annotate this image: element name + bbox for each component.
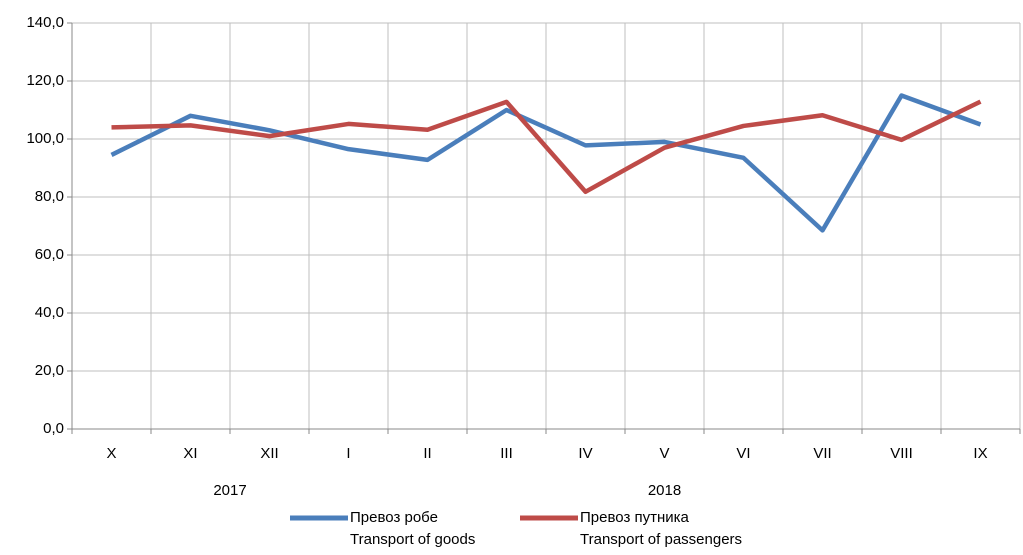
x-tick-label: IX — [973, 445, 987, 462]
x-tick-label: XI — [183, 445, 197, 462]
x-tick-label: VIII — [890, 445, 913, 462]
x-tick-label: III — [500, 445, 513, 462]
x-tick-label: X — [106, 445, 116, 462]
y-tick-label: 60,0 — [35, 246, 64, 263]
y-tick-label: 140,0 — [26, 14, 64, 31]
legend-label: Превоз путника — [580, 509, 690, 526]
y-tick-label: 20,0 — [35, 362, 64, 379]
x-tick-label: XII — [260, 445, 278, 462]
y-tick-label: 80,0 — [35, 188, 64, 205]
year-label: 2018 — [648, 482, 681, 499]
x-tick-label: IV — [578, 445, 592, 462]
x-tick-label: VII — [813, 445, 831, 462]
y-tick-label: 40,0 — [35, 304, 64, 321]
x-tick-label: II — [423, 445, 431, 462]
y-tick-label: 0,0 — [43, 420, 64, 437]
x-tick-label: VI — [736, 445, 750, 462]
legend-label: Transport of passengers — [580, 531, 742, 548]
legend-label: Transport of goods — [350, 531, 475, 548]
y-tick-label: 120,0 — [26, 72, 64, 89]
y-tick-label: 100,0 — [26, 130, 64, 147]
x-tick-label: I — [346, 445, 350, 462]
legend-label: Превоз робе — [350, 509, 438, 526]
x-tick-label: V — [659, 445, 669, 462]
series-line — [110, 93, 982, 233]
year-label: 2017 — [213, 482, 246, 499]
series-line — [111, 99, 982, 195]
